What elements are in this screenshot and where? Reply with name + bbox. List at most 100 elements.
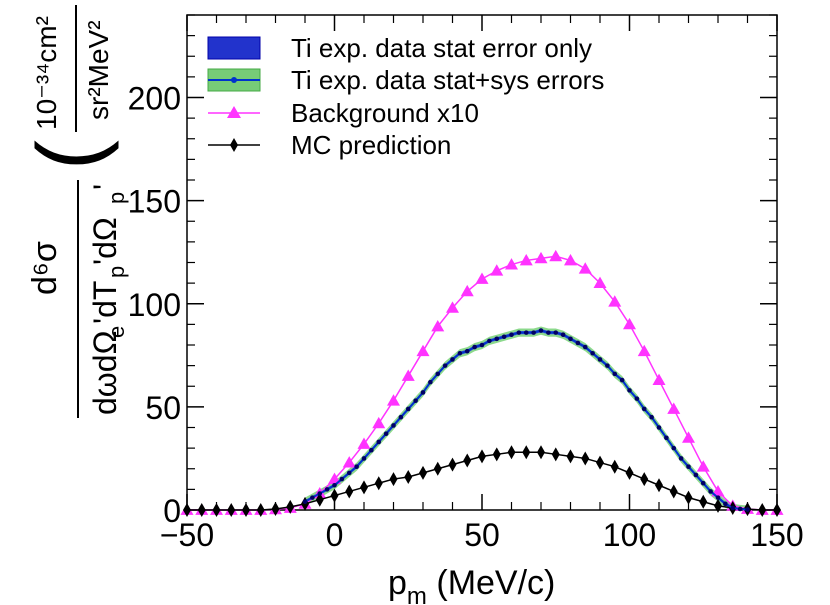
- x-axis-title: pm (MeV/c): [388, 564, 555, 605]
- ti-data-point: [361, 456, 367, 461]
- ti-data-line: [304, 329, 748, 511]
- y-axis-title-part: 'dΩ: [87, 217, 123, 265]
- ti-data-point: [346, 470, 352, 476]
- mc-point: [655, 478, 663, 493]
- legend-swatch-stat: [207, 36, 261, 60]
- mc-point: [197, 503, 206, 517]
- ti-data-point: [686, 464, 691, 469]
- ti-data-point: [383, 431, 389, 436]
- y-axis-title-part: d⁶σ: [26, 241, 64, 295]
- mc-point: [492, 447, 501, 462]
- mc-point: [699, 494, 708, 509]
- ti-data-point: [627, 388, 632, 393]
- background-point: [431, 319, 445, 332]
- ti-data-point: [597, 357, 603, 362]
- x-tick-label: 0: [326, 517, 344, 553]
- ti-data-point: [450, 357, 455, 362]
- y-tick-label: 50: [145, 390, 181, 426]
- mc-point: [581, 451, 590, 466]
- ti-data-point: [405, 406, 411, 412]
- legend-swatch-sys-point: [231, 77, 237, 83]
- ti-data-point: [538, 328, 544, 333]
- ti-data-point: [590, 350, 595, 356]
- sys-error-band: [305, 326, 748, 510]
- mc-point: [389, 472, 398, 487]
- mc-point: [773, 503, 781, 517]
- background-point: [372, 416, 386, 429]
- y-axis-title-part: e: [104, 326, 129, 338]
- mc-point: [433, 461, 442, 476]
- background-point: [682, 431, 695, 443]
- mc-point: [330, 488, 339, 503]
- mc-point: [286, 499, 295, 514]
- legend-label: Ti exp. data stat error only: [291, 33, 592, 63]
- mc-point: [271, 501, 280, 516]
- ti-data-point: [664, 435, 669, 441]
- ti-data-point: [332, 482, 337, 488]
- ti-data-point: [634, 396, 640, 401]
- ti-data-point: [376, 439, 382, 445]
- y-tick-label: 100: [128, 287, 181, 323]
- background-point: [446, 301, 459, 313]
- legend-swatch-bg-marker: [227, 106, 241, 118]
- ti-data-point: [324, 487, 330, 492]
- background-point: [608, 295, 622, 307]
- x-tick-label: 150: [750, 517, 803, 553]
- y-tick-label: 200: [128, 81, 181, 117]
- ti-data-point: [509, 332, 514, 337]
- background-point: [593, 276, 607, 288]
- ti-data-point: [523, 330, 529, 335]
- ti-data-point: [605, 363, 610, 368]
- mc-point: [419, 465, 427, 480]
- ti-data-point: [708, 489, 713, 494]
- mc-point: [596, 455, 604, 470]
- ti-data-point: [723, 501, 728, 507]
- y-axis-title-part: (: [20, 140, 120, 170]
- ti-data-point: [693, 472, 699, 478]
- ti-data-point: [745, 507, 750, 512]
- mc-point: [256, 503, 265, 517]
- ti-data-point: [582, 344, 588, 350]
- background-point: [505, 258, 518, 270]
- background-point: [534, 251, 548, 264]
- background-point: [387, 394, 400, 406]
- background-point: [711, 484, 725, 497]
- mc-point: [345, 484, 354, 499]
- background-point: [578, 262, 592, 274]
- y-axis-title-part: p: [104, 266, 129, 278]
- background-point: [667, 402, 681, 414]
- ti-data-point: [442, 363, 448, 368]
- ti-data-point: [546, 330, 551, 335]
- y-axis-title-part: dωdΩ: [87, 331, 123, 416]
- ti-data-point: [310, 495, 315, 500]
- ti-data-point: [413, 398, 418, 403]
- mc-point: [227, 503, 236, 517]
- mc-point: [463, 453, 472, 468]
- ti-data-point: [317, 491, 323, 496]
- y-axis-title-part: sr²MeV²: [83, 20, 114, 120]
- mc-point: [640, 472, 649, 487]
- y-axis-title-part: 10⁻³⁴cm²: [31, 16, 62, 130]
- background-point: [475, 272, 489, 284]
- mc-point: [212, 503, 221, 517]
- mc-point: [360, 480, 368, 495]
- ti-data-point: [619, 377, 625, 383]
- ti-data-point: [398, 414, 404, 420]
- ti-data-point: [560, 332, 566, 337]
- ti-data-point: [730, 505, 736, 511]
- ti-data-point: [575, 340, 581, 346]
- ti-data-point: [354, 464, 359, 469]
- background-point: [549, 249, 563, 262]
- mc-point: [522, 445, 531, 460]
- mc-point: [551, 447, 560, 462]
- ti-data-point: [568, 336, 573, 342]
- ti-data-point: [649, 414, 654, 420]
- ti-data-point: [472, 344, 477, 350]
- mc-point: [714, 498, 722, 513]
- mc-point: [507, 445, 516, 460]
- background-point: [328, 472, 341, 484]
- mc-point: [448, 457, 457, 472]
- mc-point: [404, 470, 413, 484]
